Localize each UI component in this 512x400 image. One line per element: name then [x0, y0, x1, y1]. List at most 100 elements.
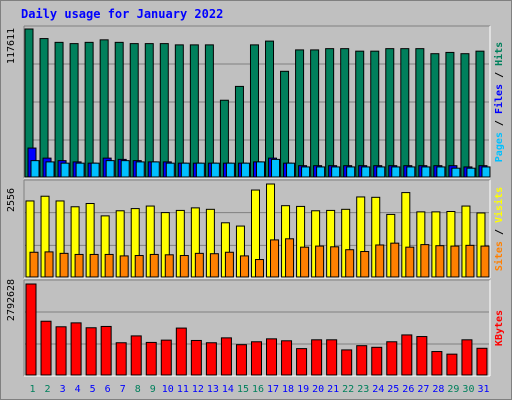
kbytes-bar: [190, 339, 202, 376]
pages-bar: [361, 166, 371, 178]
hits-bar: [430, 53, 440, 178]
legend-entry: Pages: [494, 132, 505, 162]
kbytes-bar: [356, 345, 368, 376]
hits-bar: [129, 43, 139, 178]
hits-bar: [295, 49, 305, 178]
sites-bar: [59, 252, 69, 278]
kbytes-bar: [175, 327, 187, 376]
kbytes-bar: [296, 348, 308, 376]
sites-bar: [29, 251, 39, 278]
pages-bar: [105, 160, 115, 178]
hits-bar: [189, 44, 199, 178]
kbytes-bar: [371, 346, 383, 376]
hits-bar: [159, 43, 169, 178]
x-tick-label: 31: [477, 384, 489, 395]
kbytes-bar: [431, 351, 443, 376]
sites-bar: [74, 253, 84, 278]
sites-bar: [420, 244, 430, 278]
x-tick-label: 14: [222, 384, 234, 395]
hits-bar: [39, 38, 49, 178]
hits-bar: [340, 48, 350, 178]
x-tick-label: 18: [282, 384, 294, 395]
legend-entry: /: [494, 223, 505, 241]
hits-bar: [385, 48, 395, 178]
pages-bar: [451, 167, 461, 178]
hits-bar: [69, 43, 79, 178]
legend-entry: Visits: [493, 187, 505, 223]
legend-entry: /: [494, 66, 505, 84]
pages-bar: [255, 161, 265, 178]
kbytes-bar: [476, 347, 488, 376]
pages-bar: [481, 166, 491, 178]
sites-bar: [300, 246, 310, 278]
sites-bar: [89, 253, 99, 278]
x-tick-label: 15: [237, 384, 249, 395]
sites-bar: [480, 245, 490, 278]
pages-bar: [30, 160, 40, 178]
kbytes-bar: [401, 334, 413, 376]
hits-bar: [249, 44, 259, 178]
pages-bar: [421, 166, 431, 178]
x-tick-label: 22: [342, 384, 354, 395]
hits-bar: [265, 40, 275, 178]
chart-title: Daily usage for January 2022: [21, 7, 224, 21]
sites-bar: [179, 255, 189, 278]
x-tick-label: 26: [402, 384, 414, 395]
x-tick-label: 10: [162, 384, 174, 395]
kbytes-bar: [205, 342, 217, 376]
x-tick-label: 4: [75, 384, 81, 395]
kbytes-bar: [326, 339, 338, 376]
sites-bar: [134, 255, 144, 278]
x-tick-label: 2: [45, 384, 51, 395]
pages-bar: [346, 166, 356, 178]
hits-bar: [415, 48, 425, 178]
x-tick-label: 24: [372, 384, 384, 395]
hits-bar: [325, 48, 335, 178]
sites-bar: [390, 242, 400, 278]
x-tick-label: 13: [207, 384, 219, 395]
sites-bar: [270, 239, 280, 278]
hits-bar: [174, 44, 184, 178]
legend-entry: KBytes: [494, 310, 505, 346]
kbytes-bar: [220, 337, 232, 376]
hits-bar: [475, 50, 485, 178]
sites-bar: [450, 245, 460, 278]
y-axis-max-label: 2792628: [6, 279, 17, 321]
x-tick-label: 7: [120, 384, 126, 395]
pages-bar: [165, 162, 175, 178]
hits-bar: [445, 51, 455, 178]
sites-bar: [435, 245, 445, 278]
legend-label: KBytes: [494, 310, 505, 346]
kbytes-bar: [100, 325, 112, 376]
x-tick-label: 8: [135, 384, 141, 395]
sites-bar: [285, 238, 295, 278]
kbytes-bar: [386, 341, 398, 376]
sites-bar: [149, 253, 159, 278]
sites-bar: [465, 244, 475, 278]
pages-bar: [210, 162, 220, 178]
kbytes-bar: [311, 339, 323, 376]
kbytes-bar: [115, 342, 127, 376]
kbytes-bar: [281, 340, 293, 376]
pages-bar: [301, 166, 311, 178]
legend-label: Sites / Visits: [493, 187, 505, 271]
sites-bar: [254, 259, 264, 278]
x-tick-label: 20: [312, 384, 324, 395]
legend-entry: Hits: [493, 42, 505, 66]
pages-bar: [271, 158, 281, 178]
pages-bar: [120, 160, 130, 178]
kbytes-bar: [266, 338, 278, 376]
kbytes-bar: [461, 339, 473, 376]
sites-bar: [330, 246, 340, 278]
y-axis-max-label: 2556: [6, 188, 17, 212]
hits-bar: [400, 48, 410, 178]
hits-bar: [204, 44, 214, 178]
x-tick-label: 3: [60, 384, 66, 395]
kbytes-bar: [70, 322, 82, 376]
x-tick-label: 9: [150, 384, 156, 395]
kbytes-bar: [446, 353, 458, 376]
pages-bar: [225, 162, 235, 178]
kbytes-bar: [25, 283, 37, 376]
pages-bar: [436, 166, 446, 178]
